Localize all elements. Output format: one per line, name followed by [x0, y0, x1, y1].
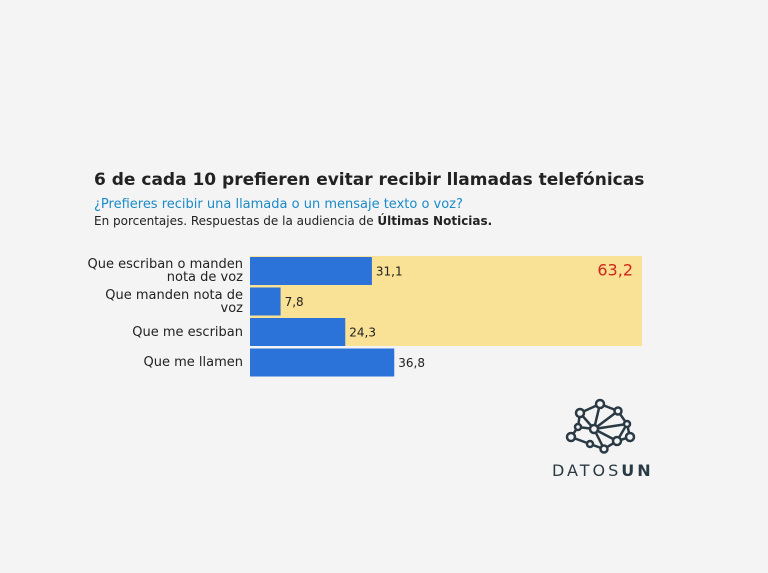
logo-text: DATOSUN — [552, 461, 654, 480]
value-label: 36,8 — [398, 356, 425, 370]
chart-title: 6 de cada 10 prefieren evitar recibir ll… — [94, 170, 645, 190]
bar — [250, 287, 281, 316]
logo-icon — [565, 398, 636, 454]
value-label: 31,1 — [376, 265, 403, 279]
bar — [250, 257, 372, 285]
logo-bold: UN — [621, 461, 654, 480]
category-label: Que manden nota de voz — [105, 287, 243, 316]
category-label: Que me llamen — [143, 355, 244, 370]
logo-light: DATOS — [552, 461, 622, 480]
note-source: Últimas Noticias. — [377, 214, 493, 228]
chart-subtitle: ¿Prefieres recibir una llamada o un mens… — [94, 197, 463, 212]
bar — [250, 318, 346, 346]
value-label: 7,8 — [285, 295, 304, 309]
chart-note: En porcentajes. Respuestas de la audienc… — [94, 214, 492, 228]
note-text: En porcentajes. Respuestas de la audienc… — [94, 214, 378, 228]
value-label: 24,3 — [349, 326, 376, 340]
group-label: 63,2 — [597, 261, 633, 280]
category-label: Que me escriban — [132, 324, 243, 340]
bar — [250, 348, 395, 377]
category-label: Que escriban o manden nota de voz — [87, 257, 243, 285]
